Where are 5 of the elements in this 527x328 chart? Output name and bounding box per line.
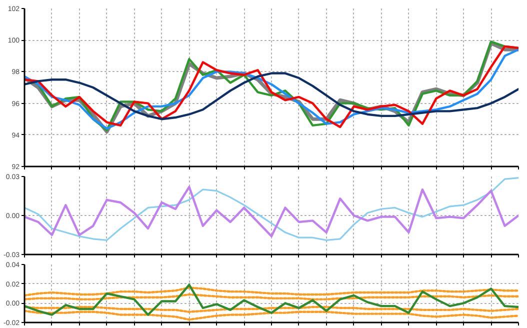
line-series [24,186,518,238]
line-series [24,310,518,321]
line-series [24,72,518,120]
line-series [24,177,518,241]
line-series [24,286,518,297]
